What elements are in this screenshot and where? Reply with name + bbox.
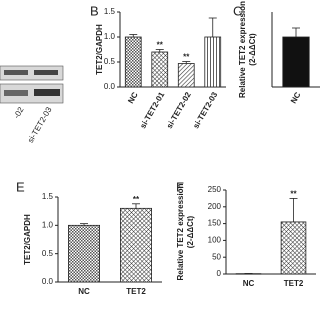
western-blot: -02 si-TET2-03 — [0, 65, 64, 144]
bar — [280, 221, 307, 275]
y-tick-label: 50 — [212, 252, 221, 261]
y-tick-label: 0.0 — [104, 82, 116, 91]
panel-letter: E — [16, 179, 25, 194]
panel-letter: B — [90, 3, 99, 18]
y-axis-label: TET2/GAPDH — [95, 24, 104, 75]
y-tick-label: 0.5 — [104, 57, 116, 66]
bar — [124, 36, 142, 88]
x-tick-label: si-TET2-01 — [138, 90, 166, 130]
x-tick-label: NC — [126, 90, 140, 105]
y-tick-label: 0.5 — [42, 249, 54, 258]
y-tick-label: 1.5 — [104, 7, 116, 16]
x-tick-label: si-TET2-03 — [191, 90, 219, 130]
bar — [68, 224, 101, 283]
bar — [282, 36, 310, 88]
y-axis-label: Relative TET2 expression — [238, 1, 247, 98]
x-tick-label: NC — [289, 90, 303, 105]
y-tick-label: 200 — [208, 202, 222, 211]
y-tick-label: 0 — [217, 269, 222, 278]
y-tick-label: 1.0 — [104, 32, 116, 41]
bar — [120, 207, 153, 283]
bar — [204, 36, 222, 88]
x-tick-label: TET2 — [284, 279, 304, 288]
panel-letter: F — [176, 179, 184, 194]
y-axis-label: TET2/GAPDH — [23, 214, 32, 265]
y-axis-label: Relative TET2 expression — [176, 183, 185, 280]
y-tick-label: 0.0 — [42, 277, 54, 286]
y-tick-label: 1.5 — [42, 192, 54, 201]
panel-letter: C — [233, 3, 242, 18]
significance: ** — [133, 195, 140, 204]
y-axis-unit: (2-ΔΔCt) — [186, 215, 195, 248]
lane-label: si-TET2-03 — [26, 105, 54, 144]
lane-label: -02 — [12, 105, 26, 120]
bar — [177, 63, 195, 88]
significance: ** — [183, 53, 190, 62]
significance: ** — [290, 190, 297, 199]
y-tick-label: 100 — [208, 236, 222, 245]
y-axis-unit: (2-ΔΔCt) — [248, 33, 257, 66]
y-tick-label: 250 — [208, 185, 222, 194]
x-tick-label: TET2 — [126, 287, 146, 296]
x-tick-label: si-TET2-02 — [165, 90, 193, 130]
x-tick-label: NC — [78, 287, 90, 296]
bar — [151, 51, 169, 88]
y-tick-label: 150 — [208, 219, 222, 228]
significance: ** — [157, 41, 164, 50]
x-tick-label: NC — [243, 279, 255, 288]
y-tick-label: 1.0 — [42, 220, 54, 229]
